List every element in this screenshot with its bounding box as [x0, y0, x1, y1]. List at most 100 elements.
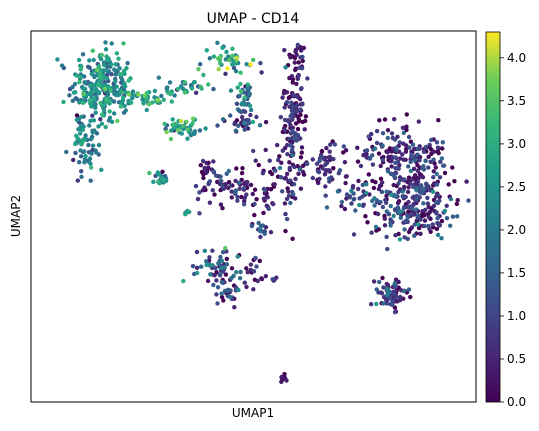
scatter-point: [113, 62, 118, 67]
scatter-point: [421, 201, 426, 206]
scatter-point: [397, 140, 402, 145]
scatter-point: [70, 84, 75, 90]
scatter-point: [88, 83, 94, 88]
scatter-point: [384, 234, 389, 240]
scatter-point: [319, 154, 324, 160]
scatter-point: [211, 86, 216, 92]
scatter-point: [98, 100, 103, 106]
scatter-point: [404, 124, 409, 129]
scatter-point: [295, 76, 300, 82]
scatter-point: [72, 81, 78, 87]
scatter-point: [391, 173, 396, 178]
scatter-point: [385, 128, 391, 133]
scatter-point: [155, 97, 160, 103]
scatter-point: [284, 142, 290, 148]
scatter-point: [70, 98, 76, 104]
scatter-point: [435, 232, 441, 238]
scatter-point: [192, 80, 197, 85]
scatter-point: [172, 93, 177, 98]
scatter-point: [91, 118, 97, 123]
scatter-point: [408, 294, 413, 300]
scatter-point: [364, 148, 370, 153]
scatter-point: [120, 95, 126, 100]
scatter-point: [114, 84, 119, 89]
scatter-point: [392, 310, 398, 315]
scatter-point: [383, 200, 389, 205]
scatter-point: [364, 182, 369, 187]
scatter-point: [385, 169, 391, 174]
scatter-point: [401, 141, 406, 146]
scatter-point: [400, 125, 406, 130]
scatter-point: [198, 163, 203, 168]
scatter-point: [425, 195, 430, 201]
scatter-point: [409, 152, 414, 157]
scatter-point: [374, 287, 379, 292]
scatter-point: [427, 142, 432, 148]
scatter-point: [288, 200, 293, 206]
scatter-point: [219, 291, 224, 296]
scatter-point: [254, 264, 259, 269]
scatter-point: [202, 165, 207, 171]
scatter-point: [229, 189, 234, 194]
scatter-point: [229, 276, 234, 281]
scatter-point: [108, 88, 113, 93]
scatter-point: [242, 199, 247, 204]
scatter-point: [407, 145, 412, 150]
scatter-point: [310, 175, 315, 181]
scatter-point: [332, 142, 338, 147]
scatter-point: [96, 79, 102, 84]
scatter-point: [250, 191, 255, 197]
scatter-point: [426, 154, 431, 159]
scatter-point: [439, 218, 445, 224]
scatter-point: [219, 279, 224, 285]
scatter-point: [119, 89, 124, 95]
scatter-point: [175, 127, 181, 133]
scatter-point: [393, 155, 398, 160]
scatter-point: [295, 126, 301, 132]
scatter-point: [405, 236, 410, 242]
scatter-point: [130, 96, 135, 101]
scatter-point: [251, 57, 256, 63]
scatter-point: [109, 72, 114, 77]
scatter-point: [284, 378, 289, 383]
scatter-point: [73, 150, 78, 156]
scatter-point: [323, 193, 328, 198]
scatter-point: [300, 102, 305, 107]
scatter-point: [77, 80, 82, 85]
scatter-point: [241, 202, 247, 207]
scatter-point: [295, 42, 300, 48]
scatter-point: [95, 67, 100, 73]
scatter-point: [211, 169, 216, 174]
scatter-point: [385, 246, 390, 252]
scatter-point: [277, 154, 282, 159]
scatter-point: [415, 163, 420, 168]
colorbar-gradient: [485, 31, 501, 403]
scatter-point: [378, 176, 384, 181]
scatter-point: [280, 148, 285, 153]
scatter-point: [282, 117, 288, 123]
scatter-point: [71, 90, 77, 95]
scatter-point: [288, 178, 293, 183]
scatter-point: [418, 183, 424, 188]
scatter-point: [83, 133, 88, 138]
x-axis-label: UMAP1: [232, 406, 274, 420]
scatter-point: [360, 194, 365, 199]
scatter-point: [300, 58, 305, 64]
scatter-point: [223, 71, 228, 77]
scatter-point: [384, 189, 389, 194]
scatter-point: [252, 201, 257, 207]
scatter-point: [263, 119, 269, 125]
scatter-point: [454, 201, 460, 207]
scatter-point: [434, 171, 439, 177]
scatter-point: [403, 149, 409, 154]
scatter-point: [78, 67, 84, 72]
scatter-point: [76, 127, 81, 132]
scatter-point: [289, 147, 295, 153]
scatter-point: [380, 131, 386, 136]
scatter-point: [300, 119, 305, 125]
scatter-point: [209, 263, 215, 268]
scatter-point: [181, 278, 186, 284]
scatter-point: [118, 104, 124, 109]
scatter-point: [286, 189, 291, 194]
scatter-point: [448, 223, 453, 228]
